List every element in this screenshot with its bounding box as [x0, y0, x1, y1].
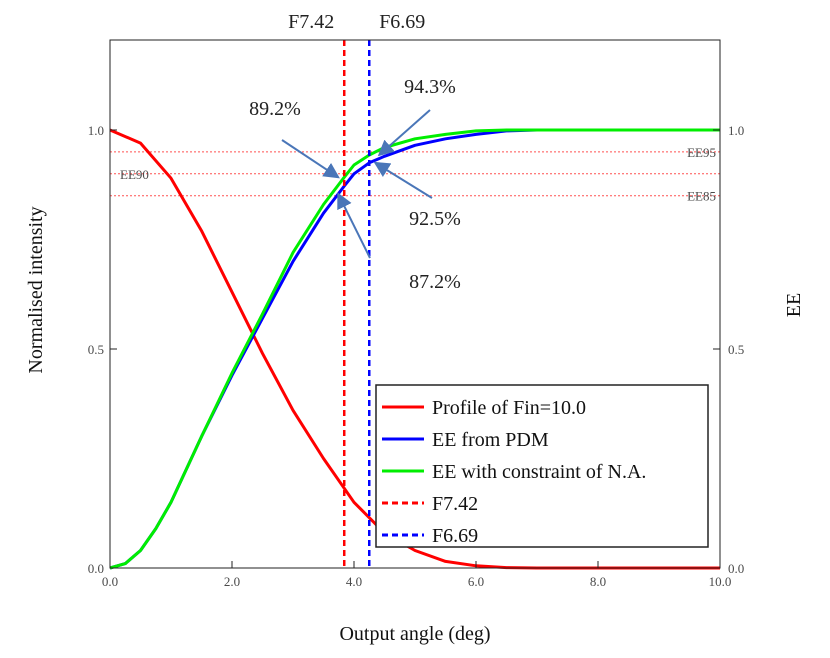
- annotation-87-2: 87.2%: [409, 271, 461, 293]
- reference-label-ee95: EE95: [687, 145, 716, 160]
- y2-tick-label: 1.0: [728, 123, 744, 138]
- annotations: 89.2% 94.3% 92.5% 87.2%: [249, 76, 461, 293]
- y-tick-label: 0.0: [88, 561, 104, 576]
- top-labels: F7.42 F6.69: [288, 11, 425, 33]
- plot-frame: [109, 39, 721, 569]
- legend-label-3: F7.42: [432, 493, 478, 515]
- x-tick-label: 10.0: [709, 574, 732, 589]
- series-line-2: [109, 128, 720, 570]
- vertical-markers: [342, 40, 371, 568]
- y2-tick-label: 0.0: [728, 561, 744, 576]
- legend: Profile of Fin=10.0 EE from PDM EE with co…: [375, 384, 709, 548]
- x-tick-label: 0.0: [102, 574, 118, 589]
- y-tick-label: 0.5: [88, 342, 104, 357]
- x-tick-label: 2.0: [224, 574, 240, 589]
- y-tick-label: 1.0: [88, 123, 104, 138]
- reference-label-ee90: EE90: [120, 167, 149, 182]
- legend-label-0: Profile of Fin=10.0: [432, 397, 586, 419]
- x-tick-label: 4.0: [346, 574, 362, 589]
- reference-label-ee85: EE85: [687, 189, 716, 204]
- annotation-94-3: 94.3%: [404, 76, 456, 98]
- top-label-f7-42: F7.42: [288, 11, 334, 33]
- legend-box: [375, 384, 709, 548]
- y2-tick-label: 0.5: [728, 342, 744, 357]
- x-tick-label: 6.0: [468, 574, 484, 589]
- annotation-arrow-3: [337, 192, 371, 259]
- ticks: 0.0 2.0 4.0 6.0 8.0 10.00.00.51.00.00.51.0: [88, 123, 745, 589]
- annotation-92-5: 92.5%: [409, 208, 461, 230]
- top-label-f6-69: F6.69: [379, 11, 425, 33]
- legend-label-4: F6.69: [432, 525, 478, 547]
- y2-axis-label: EE: [783, 293, 805, 317]
- reference-lines: EE95 EE90 EE85: [110, 145, 720, 204]
- legend-label-2: EE with constraint of N.A.: [432, 461, 646, 483]
- annotation-arrow-0: [281, 139, 340, 179]
- annotation-89-2: 89.2%: [249, 98, 301, 120]
- annotation-arrow-2: [373, 161, 433, 199]
- x-axis-label: Output angle (deg): [339, 623, 490, 645]
- plot-border: [109, 39, 721, 569]
- legend-label-1: EE from PDM: [432, 429, 549, 451]
- x-tick-label: 8.0: [590, 574, 606, 589]
- y-axis-label: Normalised intensity: [25, 206, 47, 373]
- annotation-arrow-1: [377, 109, 431, 157]
